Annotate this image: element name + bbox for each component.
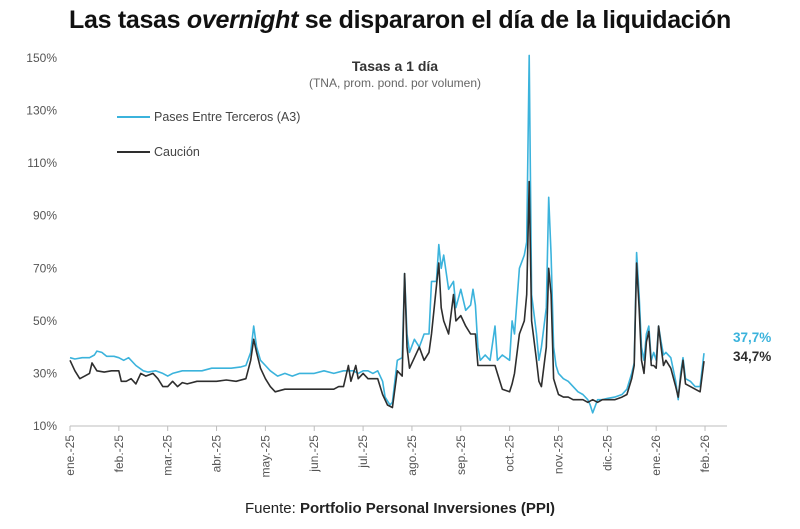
chart-title: Las tasas overnight se dispararon el día… xyxy=(0,6,800,35)
chart-subtitle-note: (TNA, prom. pond. por volumen) xyxy=(309,76,481,90)
series-line-caucion xyxy=(69,180,705,409)
source-name: Portfolio Personal Inversiones (PPI) xyxy=(299,500,556,517)
y-tick-label: 150% xyxy=(26,51,57,65)
end-label-caucion: 34,7% xyxy=(733,349,771,364)
y-tick-label: 110% xyxy=(27,156,57,170)
y-tick-label: 130% xyxy=(26,104,57,118)
x-tick-label: mar.-25 xyxy=(161,435,175,476)
source-note: Fuente: Portfolio Personal Inversiones (… xyxy=(0,500,800,517)
title-prefix: Las tasas xyxy=(69,6,187,34)
y-tick-label: 70% xyxy=(33,261,57,275)
x-tick-label: feb.-25 xyxy=(112,435,126,473)
x-tick-label: oct.-25 xyxy=(503,435,517,472)
x-tick-label: dic.-25 xyxy=(600,435,614,471)
x-tick-label: jul.-25 xyxy=(356,435,370,469)
x-tick-label: sep.-25 xyxy=(454,435,468,475)
y-tick-label: 30% xyxy=(33,366,57,380)
y-tick-label: 50% xyxy=(33,314,57,328)
x-tick-label: feb.-26 xyxy=(698,435,712,473)
x-tick-label: abr.-25 xyxy=(210,435,224,473)
source-prefix: Fuente: xyxy=(244,500,300,517)
legend-label-caucion: Caución xyxy=(154,145,200,159)
series-layer xyxy=(69,54,705,414)
x-tick-label: may.-25 xyxy=(258,435,272,478)
y-tick-label: 10% xyxy=(33,419,57,433)
line-chart: 10% 30% 50% 70% 90% 110% 130% 150% ene.-25 feb.-… xyxy=(26,51,771,477)
x-tick-label: nov.-25 xyxy=(551,435,565,474)
title-suffix: se dispararon el día de la liquidación xyxy=(298,6,732,34)
x-tick-label: ago.-25 xyxy=(405,435,419,476)
x-tick-label: ene.-25 xyxy=(63,435,77,476)
x-tick-label: ene.-26 xyxy=(649,435,663,476)
legend: Pases Entre Terceros (A3) Caución xyxy=(117,110,300,159)
x-tick-label: jun.-25 xyxy=(307,435,321,473)
title-emphasis: overnight xyxy=(186,6,299,34)
legend-label-pases: Pases Entre Terceros (A3) xyxy=(154,110,300,124)
chart-subtitle: Tasas a 1 día xyxy=(352,58,438,74)
end-label-pases: 37,7% xyxy=(733,330,771,345)
y-axis: 10% 30% 50% 70% 90% 110% 130% 150% xyxy=(26,51,57,433)
y-tick-label: 90% xyxy=(33,209,57,223)
x-axis: ene.-25 feb.-25 mar.-25 abr.-25 may.-25 jun.-… xyxy=(63,426,712,477)
